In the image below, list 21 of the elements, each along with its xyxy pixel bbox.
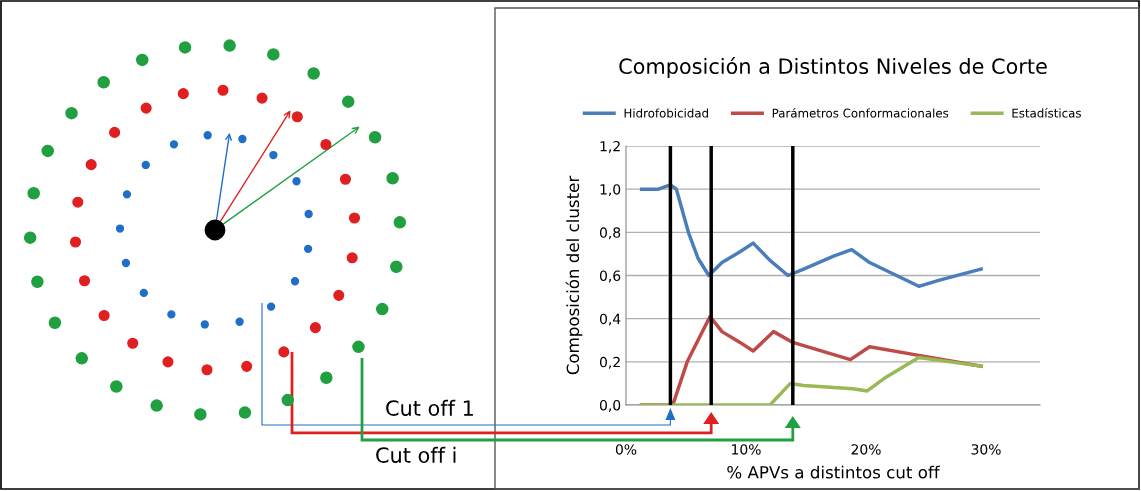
chart-title: Composición a Distintos Niveles de Corte bbox=[619, 57, 1047, 79]
y-tick-label: 1,0 bbox=[600, 184, 621, 197]
y-tick-label: 0,6 bbox=[599, 270, 621, 283]
x-tick-label: 30% bbox=[971, 444, 1001, 455]
text: Cut off 1 bbox=[386, 399, 473, 416]
x-axis-title: % APVs a distintos cut off bbox=[727, 465, 940, 479]
line-series bbox=[639, 355, 983, 405]
x-tick-label: 0% bbox=[615, 444, 637, 455]
legend-label: Hidrofobicidad bbox=[624, 108, 708, 118]
y-tick-label: 0,4 bbox=[599, 313, 621, 326]
y-tick-label: 0,0 bbox=[599, 399, 621, 412]
legend-label: Estadísticas bbox=[1012, 107, 1081, 118]
y-tick-label: 0,2 bbox=[599, 356, 620, 369]
y-tick-label: 1,2 bbox=[600, 140, 620, 153]
x-tick-label: 20% bbox=[851, 444, 881, 455]
x-tick-label: 10% bbox=[732, 444, 761, 455]
legend-label: Parámetros Conformacionales bbox=[772, 107, 949, 118]
line-series bbox=[639, 183, 983, 289]
text: Cut off i bbox=[376, 446, 456, 463]
y-axis-title: Composición del cluster bbox=[565, 175, 583, 375]
y-tick-label: 0,8 bbox=[599, 227, 621, 240]
